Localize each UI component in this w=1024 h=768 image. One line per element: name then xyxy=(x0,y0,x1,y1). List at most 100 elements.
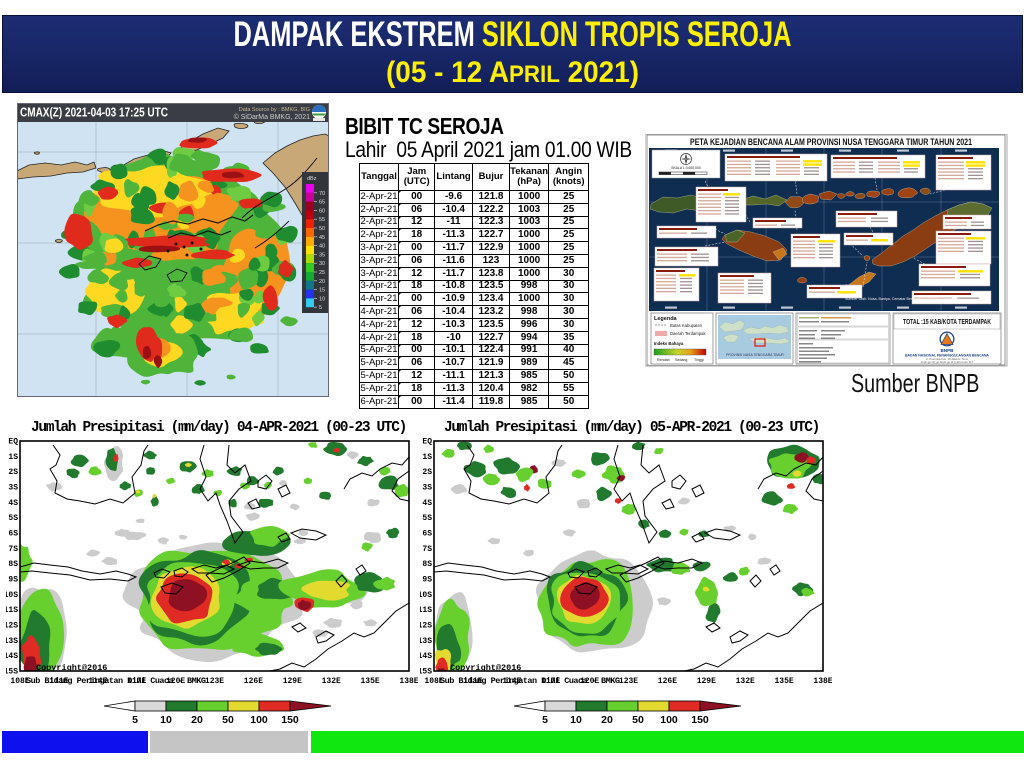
svg-text:20: 20 xyxy=(319,279,325,285)
svg-text:Copyright@2016: Copyright@2016 xyxy=(36,663,107,673)
svg-text:Sub Bidang Peringatan Dini Cua: Sub Bidang Peringatan Dini Cuaca - BMKG xyxy=(440,676,620,686)
svg-text:132E: 132E xyxy=(736,677,755,686)
svg-text:8S: 8S xyxy=(422,560,432,569)
svg-text:Sub Bidang Peringatan Dini Cua: Sub Bidang Peringatan Dini Cuaca - BMKG xyxy=(26,676,206,686)
svg-text:5: 5 xyxy=(319,305,322,311)
svg-text:SKALA 1:3.600.000: SKALA 1:3.600.000 xyxy=(671,166,701,170)
svg-text:Data Source by : BMKG, BIG: Data Source by : BMKG, BIG xyxy=(239,107,310,113)
svg-text:60: 60 xyxy=(319,208,325,214)
svg-text:13S: 13S xyxy=(6,637,18,646)
svg-text:20: 20 xyxy=(191,714,203,726)
svg-text:12S: 12S xyxy=(6,622,18,631)
svg-text:126E: 126E xyxy=(658,677,677,686)
svg-text:10S: 10S xyxy=(6,591,18,600)
svg-text:126E: 126E xyxy=(244,677,263,686)
svg-text:Daerah Terdampak: Daerah Terdampak xyxy=(670,331,706,336)
svg-text:50: 50 xyxy=(222,714,234,726)
svg-text:108E: 108E xyxy=(10,677,29,686)
svg-text:135E: 135E xyxy=(774,677,793,686)
svg-text:138E: 138E xyxy=(813,677,832,686)
svg-text:8S: 8S xyxy=(8,560,18,569)
svg-text:13S: 13S xyxy=(420,637,432,646)
svg-text:123E: 123E xyxy=(619,677,638,686)
svg-text:129E: 129E xyxy=(697,677,716,686)
svg-text:11S: 11S xyxy=(420,606,432,615)
svg-text:135E: 135E xyxy=(360,677,379,686)
svg-text:© SiDarMa BMKG, 2021: © SiDarMa BMKG, 2021 xyxy=(234,113,310,121)
svg-text:117E: 117E xyxy=(127,677,146,686)
svg-text:70: 70 xyxy=(319,191,325,197)
svg-text:Sedang: Sedang xyxy=(675,358,687,362)
svg-text:132E: 132E xyxy=(322,677,341,686)
svg-text:123E: 123E xyxy=(205,677,224,686)
svg-text:150: 150 xyxy=(281,714,299,726)
svg-text:Sumber Olah: Nusa, Bantya, Cem: Sumber Olah: Nusa, Bantya, Cematar Bengo… xyxy=(845,297,959,301)
svg-text:10: 10 xyxy=(160,714,172,726)
svg-text:65: 65 xyxy=(319,200,325,206)
svg-text:150: 150 xyxy=(691,714,709,726)
svg-text:Rendah: Rendah xyxy=(657,358,670,362)
svg-text:6S: 6S xyxy=(422,530,432,539)
svg-text:15S: 15S xyxy=(420,667,432,676)
svg-text:7S: 7S xyxy=(8,545,18,554)
svg-text:100: 100 xyxy=(250,714,268,726)
svg-text:2S: 2S xyxy=(8,468,18,477)
svg-text:5S: 5S xyxy=(8,514,18,523)
svg-text:PETA KEJADIAN BENCANA ALAM PRO: PETA KEJADIAN BENCANA ALAM PROVINSI NUSA… xyxy=(690,137,972,147)
svg-text:Legenda: Legenda xyxy=(654,316,678,322)
svg-text:CMAX(Z) 2021-04-03 17:25 UTC: CMAX(Z) 2021-04-03 17:25 UTC xyxy=(20,106,168,120)
svg-text:55: 55 xyxy=(319,217,325,223)
svg-text:5: 5 xyxy=(542,714,548,726)
svg-text:Tinggi: Tinggi xyxy=(694,358,704,362)
svg-text:138E: 138E xyxy=(399,677,418,686)
svg-text:6S: 6S xyxy=(8,530,18,539)
svg-text:50: 50 xyxy=(319,226,325,232)
svg-text:1S: 1S xyxy=(8,453,18,462)
svg-text:Copyright@2016: Copyright@2016 xyxy=(450,663,521,673)
svg-text:3S: 3S xyxy=(8,484,18,493)
svg-text:114E: 114E xyxy=(502,677,521,686)
svg-text:50: 50 xyxy=(632,714,644,726)
svg-text:3S: 3S xyxy=(422,484,432,493)
svg-text:100: 100 xyxy=(660,714,678,726)
svg-text:45: 45 xyxy=(319,235,325,241)
svg-text:120E: 120E xyxy=(580,677,599,686)
svg-text:2S: 2S xyxy=(422,468,432,477)
svg-text:35: 35 xyxy=(319,252,325,258)
svg-text:5: 5 xyxy=(132,714,138,726)
svg-text:BADAN NASIONAL PENANGGULANGAN: BADAN NASIONAL PENANGGULANGAN BENCANA xyxy=(905,354,989,358)
svg-text:114E: 114E xyxy=(88,677,107,686)
svg-text:117E: 117E xyxy=(541,677,560,686)
svg-text:7S: 7S xyxy=(422,545,432,554)
svg-text:9S: 9S xyxy=(8,576,18,585)
svg-text:15: 15 xyxy=(319,288,325,294)
svg-text:30: 30 xyxy=(319,261,325,267)
svg-text:9S: 9S xyxy=(422,576,432,585)
svg-text:108E: 108E xyxy=(424,677,443,686)
svg-text:EQ: EQ xyxy=(8,438,18,447)
svg-text:5S: 5S xyxy=(422,514,432,523)
svg-text:Batas Kabupaten: Batas Kabupaten xyxy=(670,323,703,328)
svg-text:20: 20 xyxy=(601,714,613,726)
svg-text:12S: 12S xyxy=(420,622,432,631)
svg-text:Jl. Pramuka Kav. 38 Jakarta Ti: Jl. Pramuka Kav. 38 Jakarta Timur xyxy=(926,357,969,361)
svg-text:40: 40 xyxy=(319,244,325,250)
svg-text:Indeks Bahaya: Indeks Bahaya xyxy=(654,341,684,346)
svg-text:TOTAL :15 KAB/KOTA TERDAMPAK: TOTAL :15 KAB/KOTA TERDAMPAK xyxy=(903,319,991,326)
svg-text:129E: 129E xyxy=(283,677,302,686)
svg-text:PROVINSI NUSA TENGGARA TIMUR: PROVINSI NUSA TENGGARA TIMUR xyxy=(726,353,784,357)
svg-text:10S: 10S xyxy=(420,591,432,600)
svg-text:10: 10 xyxy=(570,714,582,726)
svg-text:BNPB: BNPB xyxy=(940,348,954,353)
svg-text:bnpb.go.id | go.bnpb.go.id | c: bnpb.go.id | go.bnpb.go.id | call center… xyxy=(921,360,974,364)
svg-text:10: 10 xyxy=(319,296,325,302)
svg-text:14S: 14S xyxy=(6,652,18,661)
svg-text:120E: 120E xyxy=(166,677,185,686)
svg-text:14S: 14S xyxy=(420,652,432,661)
svg-text:111E: 111E xyxy=(463,677,482,686)
svg-text:11S: 11S xyxy=(6,606,18,615)
svg-text:25: 25 xyxy=(319,270,325,276)
svg-text:dBz: dBz xyxy=(307,176,317,182)
svg-text:4S: 4S xyxy=(8,499,18,508)
svg-text:111E: 111E xyxy=(49,677,68,686)
